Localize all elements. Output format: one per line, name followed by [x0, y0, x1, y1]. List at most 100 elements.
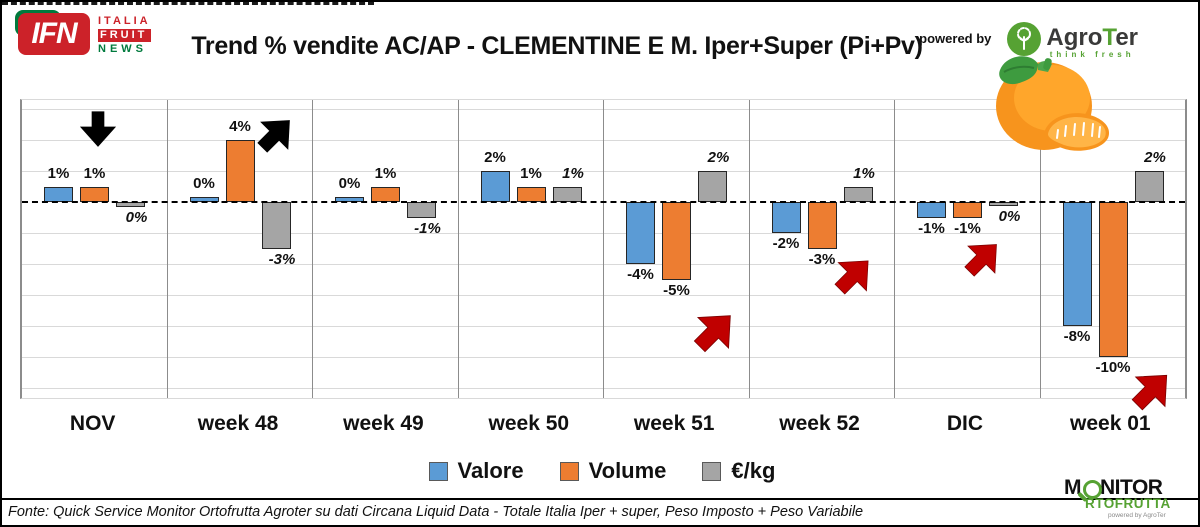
bar-label: 0%	[193, 174, 215, 192]
chart-panels: 1% 1% 0% 0% 4% -3% 0% 1% -1% 2% 1% 1% -4% -5% 2% -2% -3%…	[22, 100, 1185, 398]
red-arrow-up-left	[830, 252, 878, 298]
category-label: week 52	[779, 412, 860, 435]
panel-week-49: 0% 1% -1%	[313, 100, 459, 398]
tree-icon	[1007, 22, 1042, 56]
legend-label: €/kg	[731, 458, 776, 483]
monitor-powered: powered by AgroTer	[1108, 512, 1166, 519]
legend-item: Volume	[559, 458, 667, 484]
panel-week-01: -8% -10% 2%	[1041, 100, 1186, 398]
monitor-line2: RTOFRUTTA	[1085, 496, 1171, 511]
ifn-fruit: FRUIT	[98, 29, 151, 42]
bar-label: -1%	[954, 219, 981, 237]
ifn-acronym: IFN	[31, 17, 77, 50]
legend-label: Volume	[588, 458, 667, 483]
panel-week-52: -2% -3% 1%	[750, 100, 895, 398]
bar-label: -10%	[1095, 359, 1131, 376]
black-arrow-up-left	[252, 112, 300, 156]
legend: Valore Volume €/kg	[2, 458, 1198, 484]
legend-item: Valore	[428, 458, 524, 484]
bar-volume-6	[807, 202, 837, 249]
ifn-news: NEWS	[98, 43, 147, 55]
bar-label: -2%	[772, 235, 800, 252]
bar-valore-6	[771, 202, 801, 233]
bar-label: 4%	[229, 118, 251, 135]
clementine-image	[986, 48, 1114, 154]
bar-label: -8%	[1063, 328, 1091, 345]
bar-valore-5	[626, 202, 655, 264]
panel-week-48: 0% 4% -3%	[168, 100, 313, 398]
bar-eur-kg-8	[1134, 171, 1164, 202]
bar-eur-kg-4	[552, 186, 582, 202]
bar-eur-kg-3	[407, 202, 436, 218]
red-arrow-up-left	[688, 306, 742, 356]
agroter-logo: AgroTer think fresh	[1007, 22, 1138, 59]
bar-label: 1%	[374, 164, 397, 182]
ifn-wordmark: ITALIA FRUIT NEWS	[98, 15, 151, 56]
bar-label: -5%	[663, 281, 690, 299]
legend-swatch	[559, 461, 579, 481]
footer-divider	[2, 498, 1198, 500]
bar-label: -1%	[918, 219, 945, 237]
monitor-ortofrutta-logo: M NITOR RTOFRUTTA powered by AgroTer	[1064, 477, 1190, 519]
category-label: week 50	[488, 412, 570, 435]
panel-week-50: 2% 1% 1%	[459, 100, 604, 398]
powered-by-label: powered by	[919, 31, 992, 46]
zero-line	[22, 201, 1185, 203]
legend-label: Valore	[457, 458, 524, 483]
bar-label: -4%	[627, 266, 654, 283]
legend-swatch	[702, 461, 722, 481]
chart-region: 1% 1% 0% 0% 4% -3% 0% 1% -1% 2% 1% 1% -4% -5% 2% -2% -3%…	[20, 99, 1187, 399]
source-note: Fonte: Quick Service Monitor Ortofrutta …	[8, 504, 864, 520]
bar-valore-1	[44, 186, 73, 202]
category-label: NOV	[69, 412, 116, 435]
bar-label: -1%	[414, 219, 441, 237]
bar-label: -3%	[268, 250, 296, 268]
category-label: week 51	[633, 412, 715, 435]
bar-valore-8	[1062, 202, 1092, 326]
red-arrow-up-left	[1126, 366, 1178, 414]
bar-label: 1%	[853, 164, 875, 182]
agroter-tagline: think fresh	[1049, 50, 1135, 59]
bar-volume-8	[1098, 202, 1128, 357]
panel-dic: -1% -1% 0%	[895, 100, 1041, 398]
bar-eur-kg-6	[843, 186, 873, 202]
bar-valore-7	[917, 202, 946, 218]
bar-volume-1	[80, 186, 109, 202]
category-axis: NOV week 48 week 49 week 50 week 51 week 52 DI…	[20, 404, 1183, 448]
agroter-name: AgroTer	[1046, 24, 1138, 51]
bar-valore-4	[480, 171, 510, 202]
ifn-acronym-box: IFN	[18, 13, 90, 55]
bar-eur-kg-5	[698, 171, 727, 202]
category-label: DIC	[946, 412, 984, 435]
monitor-line1: M NITOR	[1064, 477, 1190, 502]
bar-eur-kg-2	[261, 202, 291, 249]
bar-label: 2%	[707, 149, 730, 166]
bar-volume-4	[516, 186, 546, 202]
bar-volume-2	[225, 140, 255, 202]
bar-label: 0%	[338, 174, 361, 192]
page-title: Trend % vendite AC/AP - CLEMENTINE E M. …	[191, 32, 923, 60]
legend-item: €/kg	[702, 458, 775, 484]
ifn-italia: ITALIA	[98, 15, 151, 27]
bar-label: 1%	[83, 164, 106, 182]
panel-nov: 1% 1% 0%	[22, 100, 168, 398]
bar-label: 0%	[125, 209, 148, 227]
bar-label: 0%	[998, 207, 1021, 225]
top-dashed-line	[2, 2, 374, 5]
bar-label: 1%	[562, 164, 584, 182]
legend-swatch	[428, 461, 448, 481]
bar-label: 2%	[1144, 149, 1166, 166]
category-label: week 48	[197, 412, 279, 435]
bar-label: 2%	[484, 149, 506, 166]
red-arrow-up-left	[960, 236, 1006, 280]
magnifier-icon	[1077, 479, 1102, 502]
black-arrow-down	[78, 106, 118, 152]
bar-label: 1%	[47, 164, 70, 182]
ifn-logo: IFN ITALIA FRUIT NEWS	[15, 10, 151, 63]
category-label: week 01	[1070, 412, 1151, 435]
bar-label: 1%	[520, 164, 542, 182]
category-label: week 49	[343, 412, 424, 435]
bar-label: -3%	[808, 250, 836, 268]
powered-by-block: powered by AgroTer think fresh	[919, 22, 1138, 59]
